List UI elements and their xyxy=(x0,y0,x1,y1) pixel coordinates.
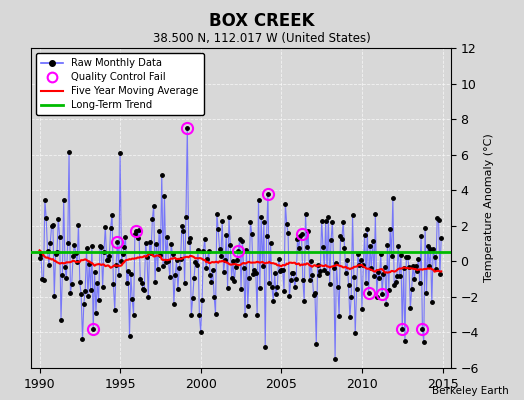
Text: 38.500 N, 112.017 W (United States): 38.500 N, 112.017 W (United States) xyxy=(153,32,371,45)
Y-axis label: Temperature Anomaly (°C): Temperature Anomaly (°C) xyxy=(484,134,494,282)
Text: Berkeley Earth: Berkeley Earth xyxy=(432,386,508,396)
Text: BOX CREEK: BOX CREEK xyxy=(209,12,315,30)
Legend: Raw Monthly Data, Quality Control Fail, Five Year Moving Average, Long-Term Tren: Raw Monthly Data, Quality Control Fail, … xyxy=(37,53,204,115)
